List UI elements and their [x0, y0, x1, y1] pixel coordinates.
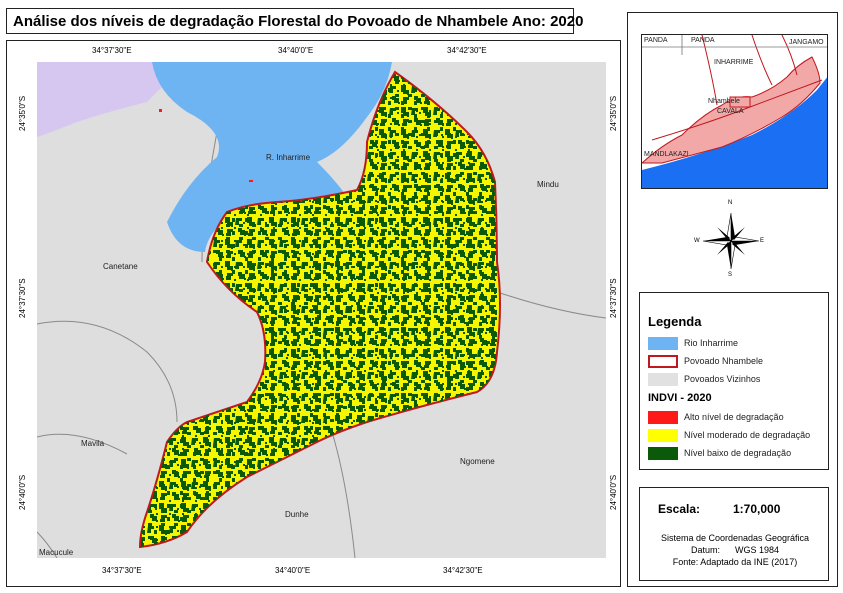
north-arrow: N S E W — [694, 200, 766, 280]
coord-top-1: 34°37'30"E — [92, 46, 132, 55]
place-mindu: Mindu — [537, 180, 559, 189]
inset-label-panda-1: PANDA — [644, 37, 668, 44]
scale-box: Escala: 1:70,000 Sistema de Coordenadas … — [639, 487, 829, 581]
high-degradation-spot — [159, 109, 162, 112]
coord-bottom-3: 34°42'30"E — [443, 566, 483, 575]
legend-swatch-river — [648, 337, 678, 350]
inset-boundaries — [642, 35, 827, 55]
river-inharrime — [152, 62, 392, 252]
map-canvas — [37, 62, 606, 558]
legend-label-low: Nível baixo de degradação — [684, 448, 792, 458]
info-source: Fonte: Adaptado da INE (2017) — [672, 557, 798, 567]
inset-label-nhambele: Nhambele — [708, 98, 740, 105]
place-dunhe: Dunhe — [285, 510, 309, 519]
east-label: E — [760, 238, 765, 244]
inset-label-mandlakazi: MANDLAKAZI — [644, 151, 689, 158]
coord-left-2: 24°37'30"S — [18, 278, 27, 318]
coord-top-2: 34°40'0"E — [278, 46, 314, 55]
coord-right-2: 24°37'30"S — [609, 278, 618, 318]
inset-label-jangamo: JANGAMO — [789, 39, 824, 46]
coord-left-1: 24°35'0"S — [18, 95, 27, 131]
river-branch — [322, 62, 382, 97]
info-datum: Datum: WGS 1984 — [690, 545, 780, 555]
inset-map-canvas — [642, 35, 827, 188]
place-macucule: Macucule — [39, 548, 74, 557]
map-title: Análise dos níveis de degradação Florest… — [6, 8, 583, 34]
legend-label-high: Alto nível de degradação — [684, 412, 784, 422]
inset-nhambele — [729, 96, 751, 108]
south-label: S — [728, 272, 733, 278]
coord-top-3: 34°42'30"E — [447, 46, 487, 55]
legend-swatch-low — [648, 447, 678, 460]
west-label: W — [694, 238, 700, 244]
legend-swatch-high — [648, 411, 678, 424]
info-crs: Sistema de Coordenadas Geográfica — [660, 533, 810, 543]
scale-value: 1:70,000 — [733, 502, 781, 516]
legend-label-neighbours: Povoados Vizinhos — [684, 374, 761, 384]
compass-rose-icon — [702, 212, 760, 270]
inset-label-cavala: CAVALA — [717, 108, 744, 115]
inset-map: PANDA PANDA JANGAMO INHARRIME Nhambele C… — [641, 34, 828, 189]
inset-roads — [651, 35, 823, 141]
vegetation-texture — [140, 72, 500, 547]
inset-district — [642, 56, 821, 164]
place-canetane: Canetane — [103, 262, 138, 271]
coord-bottom-2: 34°40'0"E — [275, 566, 311, 575]
inset-ocean — [642, 77, 827, 188]
ndvi-title: INDVI - 2020 — [648, 392, 712, 404]
north-label: N — [728, 200, 733, 206]
scale-label: Escala: — [658, 502, 701, 516]
legend-title: Legenda — [648, 314, 702, 329]
coord-bottom-1: 34°37'30"E — [102, 566, 142, 575]
legend-swatch-village — [648, 355, 678, 368]
place-mavila: Mavila — [81, 439, 105, 448]
inset-label-inharrime: INHARRIME — [714, 59, 754, 66]
coord-left-3: 24°40'0"S — [18, 474, 27, 510]
coord-right-1: 24°35'0"S — [609, 95, 618, 131]
legend-box: Legenda Rio Inharrime Povoado Nhambele P… — [639, 292, 829, 470]
legend-swatch-moderate — [648, 429, 678, 442]
place-river: R. Inharrime — [266, 153, 311, 162]
coord-right-3: 24°40'0"S — [609, 474, 618, 510]
place-ngomene: Ngomene — [460, 457, 495, 466]
purple-region — [37, 62, 187, 137]
high-degradation-spot — [249, 180, 253, 182]
legend-swatch-neighbours — [648, 373, 678, 386]
village-boundaries — [37, 131, 606, 558]
legend-label-village: Povoado Nhambele — [684, 356, 764, 366]
legend-label-river: Rio Inharrime — [684, 338, 739, 348]
inset-label-panda-2: PANDA — [691, 37, 715, 44]
legend-label-moderate: Nível moderado de degradação — [684, 430, 811, 440]
